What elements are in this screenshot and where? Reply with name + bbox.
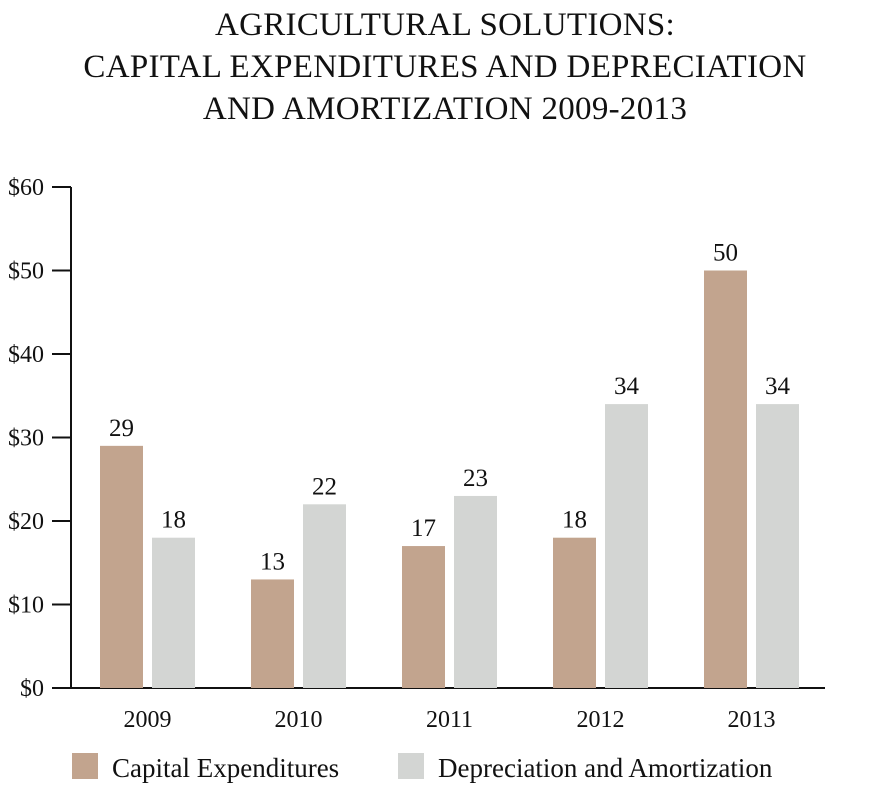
x-tick-label: 2009 [124, 707, 172, 733]
data-label: 34 [614, 373, 640, 400]
y-tick-label: $60 [8, 175, 44, 201]
data-label: 18 [562, 507, 587, 534]
y-tick-label: $20 [8, 509, 44, 535]
bar-depreciation-and-amortization [605, 404, 648, 688]
data-label: 17 [411, 515, 436, 542]
bar-depreciation-and-amortization [152, 537, 195, 688]
legend-swatch [398, 753, 424, 779]
bar-depreciation-and-amortization [303, 504, 346, 688]
x-tick-label: 2011 [426, 707, 473, 733]
bar-capital-expenditures [704, 270, 747, 688]
y-tick-label: $0 [20, 676, 44, 702]
x-tick-label: 2012 [577, 707, 625, 733]
y-tick-label: $10 [8, 593, 44, 619]
data-label: 18 [161, 507, 186, 534]
data-label: 34 [765, 373, 791, 400]
bar-capital-expenditures [553, 537, 596, 688]
y-tick-label: $50 [8, 259, 44, 285]
x-tick-label: 2010 [275, 707, 323, 733]
data-label: 13 [260, 548, 285, 575]
bar-depreciation-and-amortization [756, 404, 799, 688]
data-label: 22 [312, 473, 337, 500]
data-label: 23 [463, 465, 488, 492]
y-tick-label: $40 [8, 342, 44, 368]
bar-capital-expenditures [100, 445, 143, 688]
title-line-1: AGRICULTURAL SOLUTIONS: [214, 7, 676, 43]
bar-depreciation-and-amortization [454, 495, 497, 688]
x-tick-label: 2013 [728, 707, 776, 733]
legend-label: Depreciation and Amortization [438, 753, 773, 783]
bar-capital-expenditures [402, 546, 445, 688]
y-tick-label: $30 [8, 426, 44, 452]
legend-swatch [72, 753, 98, 779]
chart-title: AGRICULTURAL SOLUTIONS: CAPITAL EXPENDIT… [0, 4, 890, 130]
bar-capital-expenditures [251, 579, 294, 688]
data-label: 29 [109, 415, 134, 442]
title-line-3: AND AMORTIZATION 2009-2013 [202, 91, 688, 127]
legend-label: Capital Expenditures [112, 753, 339, 783]
title-line-2: CAPITAL EXPENDITURES AND DEPRECIATION [83, 49, 807, 85]
data-label: 50 [713, 240, 738, 267]
